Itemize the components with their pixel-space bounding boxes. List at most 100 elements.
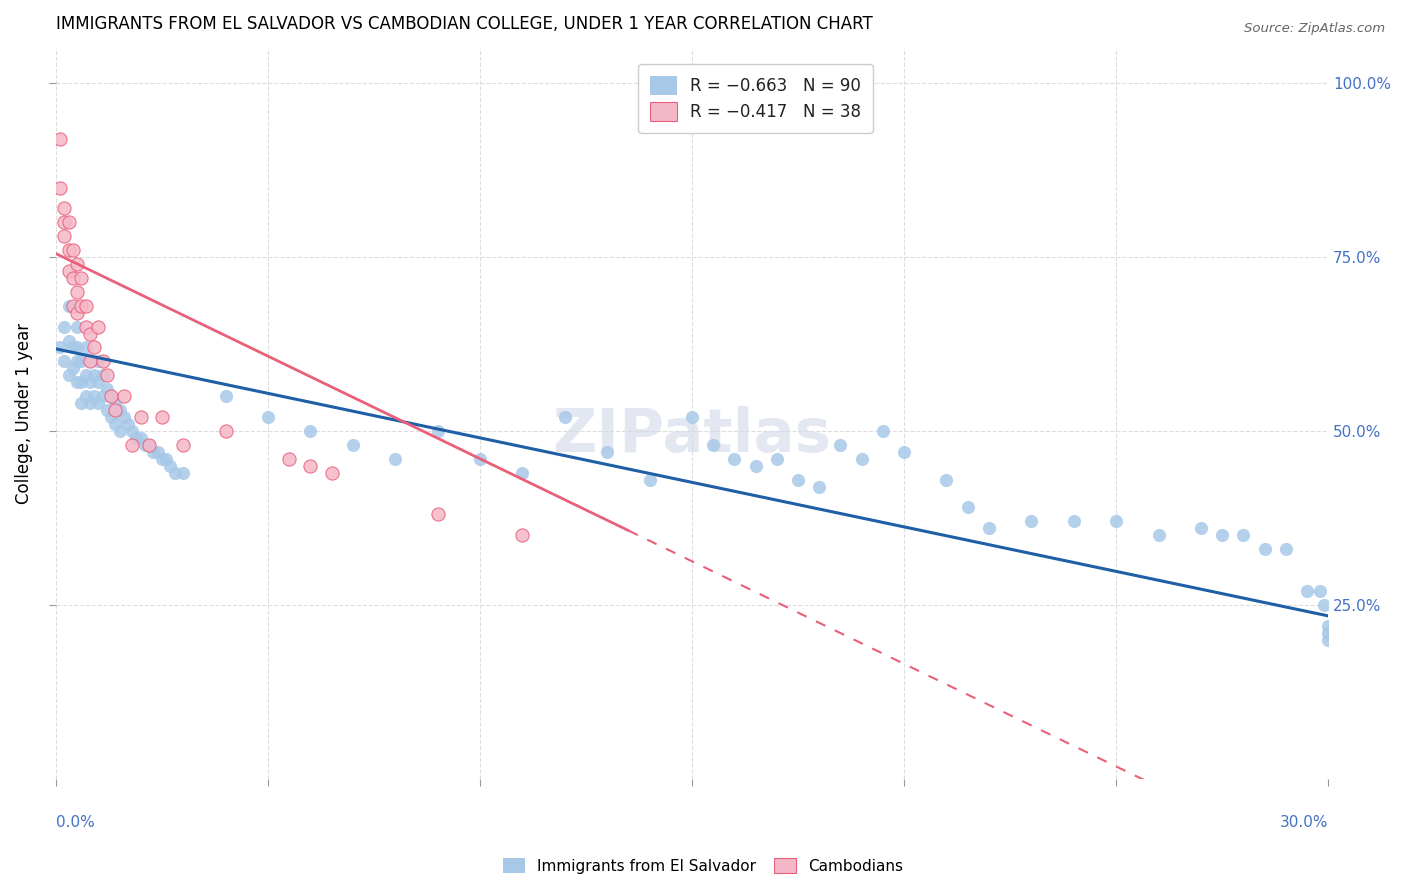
- Point: [163, 466, 186, 480]
- Point: [1019, 514, 1042, 528]
- Point: [66, 376, 89, 390]
- Text: ZIPatlas: ZIPatlas: [553, 406, 831, 465]
- Point: [87, 376, 110, 390]
- Point: [96, 382, 118, 396]
- Point: [172, 438, 194, 452]
- Point: [125, 431, 148, 445]
- Point: [150, 451, 173, 466]
- Point: [321, 466, 343, 480]
- Point: [66, 341, 89, 355]
- Point: [426, 508, 449, 522]
- Point: [83, 389, 105, 403]
- Point: [1063, 514, 1085, 528]
- Point: [53, 215, 76, 229]
- Point: [1189, 521, 1212, 535]
- Point: [49, 132, 72, 146]
- Point: [87, 319, 110, 334]
- Point: [66, 354, 89, 368]
- Point: [58, 334, 80, 348]
- Point: [70, 271, 93, 285]
- Point: [121, 424, 143, 438]
- Point: [138, 438, 160, 452]
- Point: [134, 438, 156, 452]
- Point: [58, 368, 80, 383]
- Point: [744, 458, 766, 473]
- Point: [1317, 625, 1340, 640]
- Point: [87, 396, 110, 410]
- Point: [58, 299, 80, 313]
- Point: [155, 451, 177, 466]
- Point: [142, 444, 165, 458]
- Point: [87, 354, 110, 368]
- Point: [100, 389, 122, 403]
- Point: [1309, 583, 1331, 598]
- Text: IMMIGRANTS FROM EL SALVADOR VS CAMBODIAN COLLEGE, UNDER 1 YEAR CORRELATION CHART: IMMIGRANTS FROM EL SALVADOR VS CAMBODIAN…: [56, 15, 873, 33]
- Point: [935, 473, 957, 487]
- Point: [112, 409, 135, 424]
- Point: [100, 409, 122, 424]
- Point: [638, 473, 661, 487]
- Point: [79, 354, 101, 368]
- Point: [956, 500, 979, 515]
- Point: [1274, 542, 1296, 557]
- Point: [1253, 542, 1275, 557]
- Point: [62, 271, 84, 285]
- Point: [75, 299, 97, 313]
- Point: [468, 451, 491, 466]
- Point: [1313, 598, 1336, 612]
- Point: [1296, 583, 1319, 598]
- Point: [512, 528, 534, 542]
- Point: [96, 368, 118, 383]
- Point: [91, 354, 114, 368]
- Point: [70, 376, 93, 390]
- Point: [512, 466, 534, 480]
- Point: [1211, 528, 1233, 542]
- Point: [70, 396, 93, 410]
- Point: [62, 299, 84, 313]
- Point: [146, 444, 169, 458]
- Point: [384, 451, 406, 466]
- Point: [596, 444, 619, 458]
- Point: [129, 431, 152, 445]
- Point: [91, 389, 114, 403]
- Point: [112, 389, 135, 403]
- Point: [104, 396, 127, 410]
- Point: [342, 438, 364, 452]
- Point: [554, 409, 576, 424]
- Text: 0.0%: 0.0%: [56, 815, 94, 830]
- Point: [58, 243, 80, 257]
- Point: [66, 319, 89, 334]
- Point: [75, 389, 97, 403]
- Point: [977, 521, 1000, 535]
- Point: [79, 376, 101, 390]
- Point: [70, 354, 93, 368]
- Point: [108, 403, 131, 417]
- Point: [172, 466, 194, 480]
- Point: [851, 451, 873, 466]
- Point: [808, 479, 831, 493]
- Point: [83, 341, 105, 355]
- Point: [53, 229, 76, 244]
- Point: [426, 424, 449, 438]
- Point: [79, 396, 101, 410]
- Y-axis label: College, Under 1 year: College, Under 1 year: [15, 323, 32, 504]
- Point: [150, 409, 173, 424]
- Point: [1105, 514, 1128, 528]
- Point: [214, 389, 236, 403]
- Point: [79, 326, 101, 341]
- Legend: Immigrants from El Salvador, Cambodians: Immigrants from El Salvador, Cambodians: [498, 852, 908, 880]
- Point: [53, 319, 76, 334]
- Point: [58, 264, 80, 278]
- Point: [129, 409, 152, 424]
- Point: [766, 451, 789, 466]
- Legend: R = −0.663   N = 90, R = −0.417   N = 38: R = −0.663 N = 90, R = −0.417 N = 38: [638, 64, 873, 133]
- Point: [96, 403, 118, 417]
- Point: [787, 473, 810, 487]
- Point: [79, 354, 101, 368]
- Point: [117, 417, 139, 431]
- Point: [1232, 528, 1254, 542]
- Point: [278, 451, 301, 466]
- Point: [83, 368, 105, 383]
- Point: [1147, 528, 1170, 542]
- Point: [159, 458, 181, 473]
